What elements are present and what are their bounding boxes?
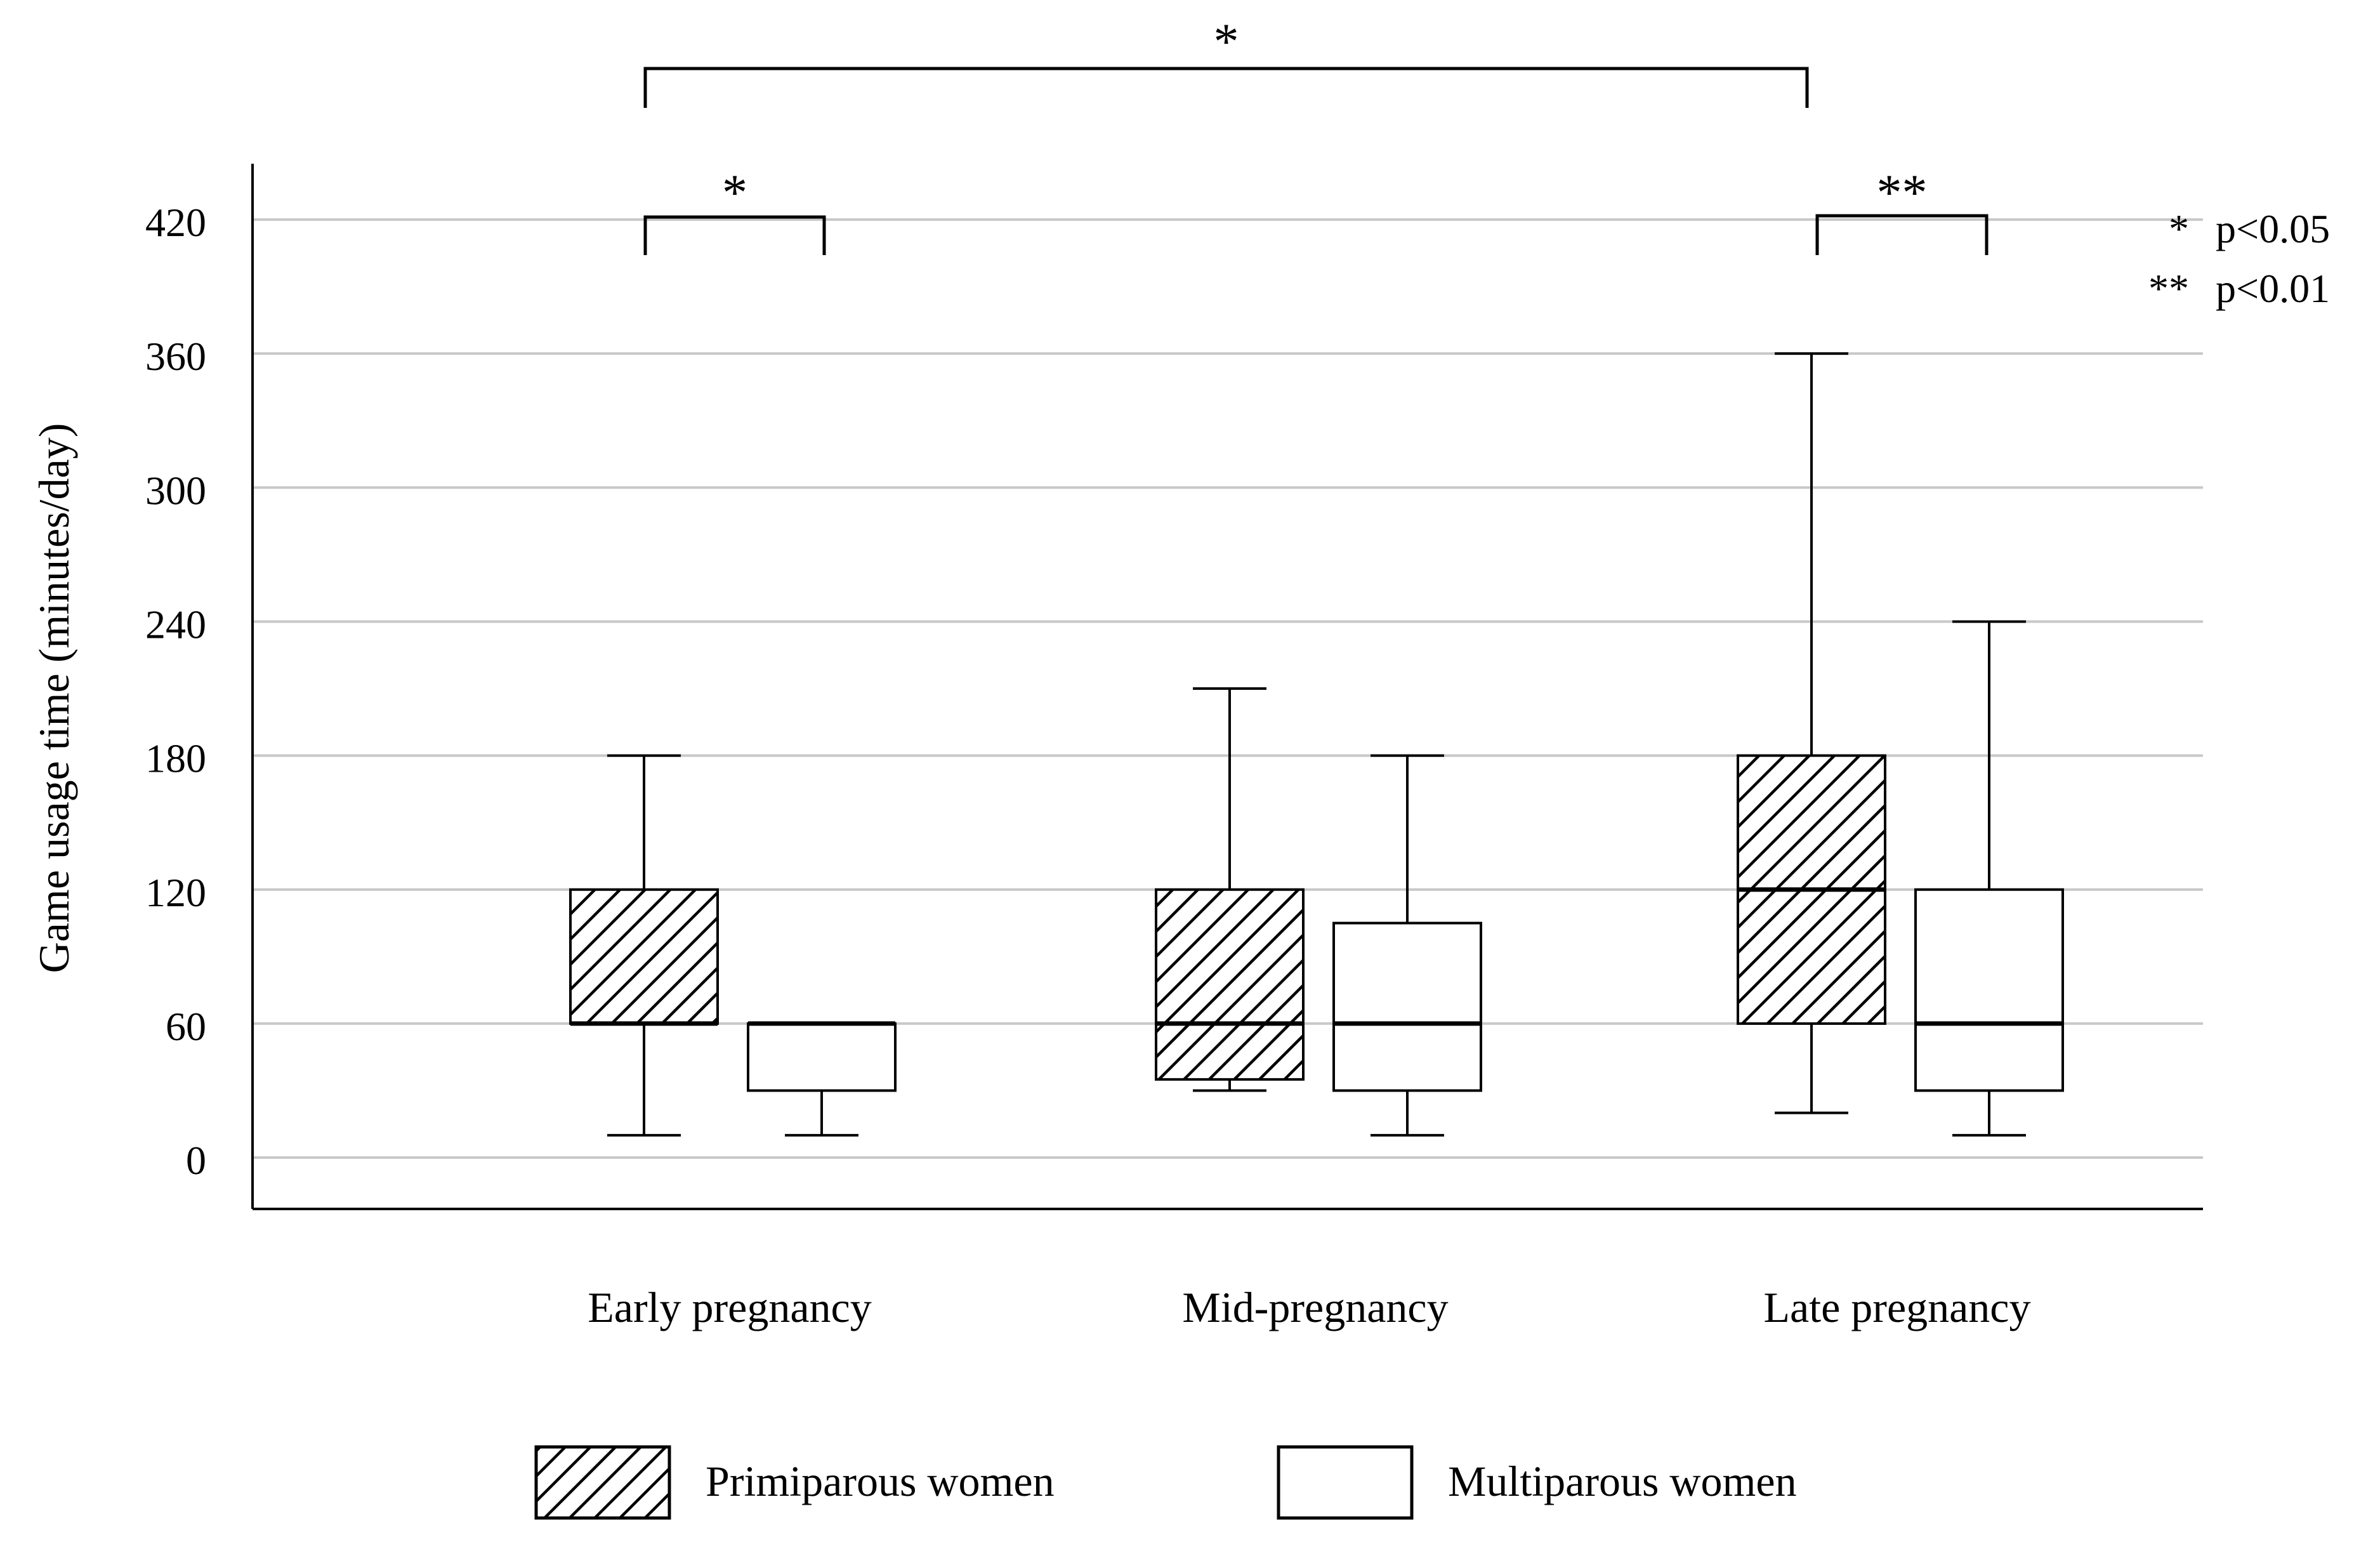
legend-swatch-0	[534, 1445, 671, 1520]
y-tick-label-300: 300	[145, 468, 206, 513]
p-note-text-1: p<0.01	[2216, 266, 2330, 311]
box-primiparous-0-iqr	[569, 888, 719, 1025]
significance-bracket-1	[643, 215, 826, 255]
p-note-text-0: p<0.05	[2216, 206, 2330, 251]
legend-label-0: Primiparous women	[706, 1457, 1055, 1505]
x-category-label-2: Late pregnancy	[1764, 1283, 2031, 1331]
significance-bracket-2	[1815, 214, 1989, 255]
significance-marker-1: *	[722, 165, 747, 221]
y-tick-label-240: 240	[145, 602, 206, 647]
y-tick-label-60: 60	[166, 1004, 206, 1049]
y-axis-label: Game usage time (minutes/day)	[30, 423, 78, 974]
x-category-label-0: Early pregnancy	[588, 1283, 871, 1331]
significance-marker-0: *	[1214, 14, 1239, 70]
significance-marker-2: **	[1877, 165, 1928, 221]
y-tick-label-420: 420	[145, 200, 206, 245]
y-tick-label-180: 180	[145, 736, 206, 781]
y-tick-label-120: 120	[145, 870, 206, 915]
box-primiparous-1-iqr	[1155, 888, 1305, 1081]
p-note-symbol-0: *	[2169, 206, 2189, 251]
legend-swatch-1	[1277, 1445, 1414, 1520]
y-tick-label-360: 360	[145, 334, 206, 379]
p-note-symbol-1: **	[2148, 266, 2189, 311]
x-category-label-1: Mid-pregnancy	[1182, 1283, 1448, 1331]
box-multiparous-2-iqr	[1914, 888, 2064, 1092]
y-tick-label-0: 0	[186, 1138, 206, 1183]
box-multiparous-1-iqr	[1332, 921, 1482, 1092]
box-multiparous-0-iqr	[747, 1022, 897, 1092]
significance-bracket-0	[643, 67, 1809, 108]
legend-label-1: Multiparous women	[1448, 1457, 1797, 1505]
